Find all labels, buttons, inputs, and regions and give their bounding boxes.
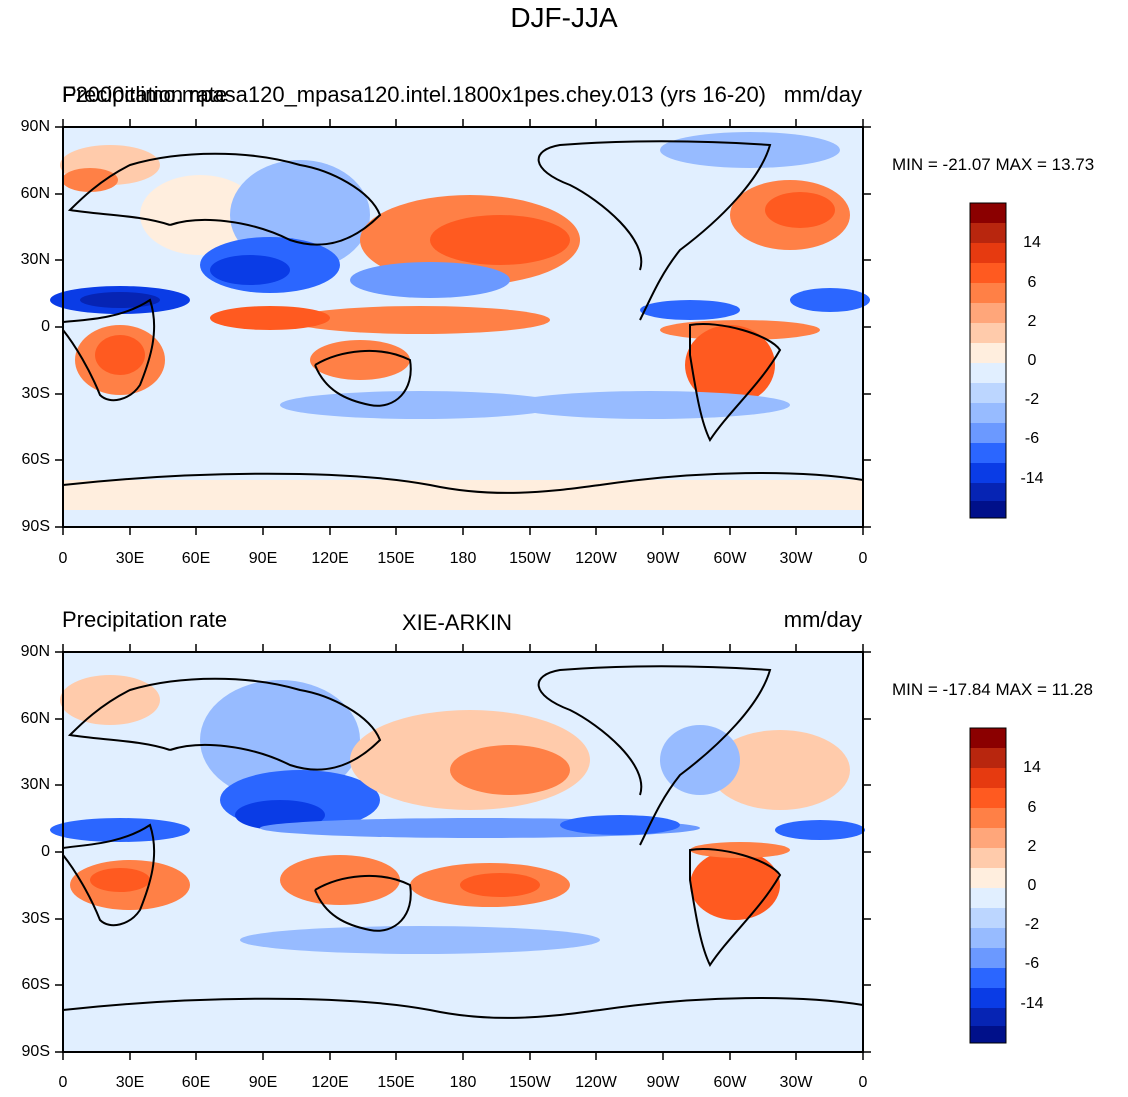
panel1-lon-tick: 30W: [779, 550, 813, 567]
panel2-coastlines: [62, 665, 864, 1019]
panel2-lat-tick: 30N: [20, 776, 50, 793]
panel1-colorbar-label: -6: [1024, 430, 1040, 447]
panel2-precip-field: [50, 675, 865, 954]
panel2-colorbar: [969, 727, 1007, 1044]
panel2-lon-tick: 30E: [115, 1074, 145, 1091]
panel1-lon-tick: 90E: [248, 550, 278, 567]
panel2-ticks: [55, 644, 871, 1060]
panel2-lat-tick: 0: [41, 843, 50, 860]
panel1-lat-tick: 0: [41, 318, 50, 335]
panel1-lon-tick: 150E: [377, 550, 415, 567]
panel1-lon-tick: 90W: [646, 550, 680, 567]
panel1-ticks: [55, 119, 871, 535]
panel2-lat-tick: 60N: [20, 710, 50, 727]
panel1-lat-tick: 90N: [20, 118, 50, 135]
panel2-lat-tick: 60S: [21, 976, 50, 993]
panel2-colorbar-label: -6: [1024, 955, 1040, 972]
panel2-lon-tick: 0: [58, 1074, 68, 1091]
panel2-lon-tick: 90W: [646, 1074, 680, 1091]
panel2-lon-tick: 180: [449, 1074, 477, 1091]
panel2-colorbar-label: -14: [1020, 995, 1044, 1012]
panel1-lon-tick: 60E: [181, 550, 211, 567]
panel2-lon-tick: 0: [858, 1074, 868, 1091]
panel2-lat-tick: 90S: [21, 1043, 50, 1060]
panel2-lon-tick: 30W: [779, 1074, 813, 1091]
panel2-minmax: MIN = -17.84 MAX = 11.28: [892, 680, 1093, 699]
panel1-lat-tick: 30N: [20, 251, 50, 268]
panel1-lon-tick: 150W: [509, 550, 551, 567]
panel1-minmax: MIN = -21.07 MAX = 13.73: [892, 155, 1095, 174]
panel1-colorbar-label: -14: [1020, 470, 1044, 487]
panel1-colorbar-label: -2: [1024, 391, 1040, 408]
panel2-colorbar-label: 14: [1023, 759, 1041, 776]
panel1-left-label: Precipitation rate: [62, 82, 228, 107]
panel2-lon-tick: 150E: [377, 1074, 415, 1091]
panel2-left-label: Precipitation rate: [62, 607, 228, 632]
panel2-colorbar-label: 2: [1027, 838, 1037, 855]
panel2-right-label: mm/day: [783, 607, 862, 632]
panel1-right-label: mm/day: [783, 82, 862, 107]
panel1-colorbar-label: 2: [1027, 313, 1037, 330]
panel1-lat-tick: 90S: [21, 518, 50, 535]
panel2-lon-tick: 120W: [575, 1074, 617, 1091]
panel1-lon-tick: 180: [449, 550, 477, 567]
figure-title: DJF-JJA: [510, 2, 618, 33]
panel1-colorbar-label: 6: [1027, 274, 1037, 291]
panel2-lat-tick: 90N: [20, 643, 50, 660]
panel1-coastlines: [62, 140, 864, 494]
panel2-lon-tick: 90E: [248, 1074, 278, 1091]
panel2-colorbar-label: 0: [1027, 877, 1037, 894]
panel2-lat-tick: 30S: [21, 910, 50, 927]
panel1-colorbar-label: 14: [1023, 234, 1041, 251]
panel1-lat-tick: 60N: [20, 185, 50, 202]
panel1-colorbar: [969, 202, 1007, 519]
panel1-lon-tick: 120E: [311, 550, 349, 567]
panel2-lon-tick: 60W: [713, 1074, 747, 1091]
panel1-lat-tick: 30S: [21, 385, 50, 402]
panel1-lon-tick: 120W: [575, 550, 617, 567]
panel1-lon-tick: 0: [858, 550, 868, 567]
panel1-lon-tick: 0: [58, 550, 68, 567]
panel1-colorbar-label: 0: [1027, 352, 1037, 369]
panel1-lat-tick: 60S: [21, 451, 50, 468]
panel2-colorbar-label: 6: [1027, 799, 1037, 816]
panel1-lon-tick: 60W: [713, 550, 747, 567]
panel1-precip-field: [50, 132, 870, 510]
panel2-colorbar-label: -2: [1024, 916, 1040, 933]
panel2-lon-tick: 60E: [181, 1074, 211, 1091]
panel2-center-label: XIE-ARKIN: [402, 610, 513, 635]
panel2-lon-tick: 120E: [311, 1074, 349, 1091]
panel1-center-label: F2000climo.mpasa120_mpasa120.intel.1800x…: [62, 82, 767, 107]
panel1-lon-tick: 30E: [115, 550, 145, 567]
panel2-lon-tick: 150W: [509, 1074, 551, 1091]
